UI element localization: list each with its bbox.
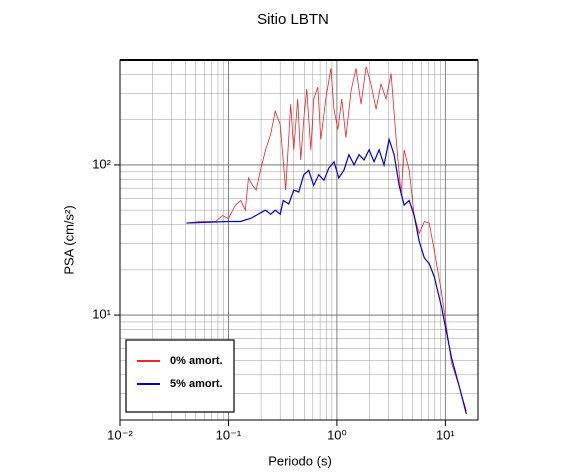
x-tick-label: 10⁻¹ [216,427,242,442]
chart-title: Sitio LBTN [257,11,329,28]
data-line [186,66,467,412]
data-line [186,137,467,414]
y-tick-label: 10¹ [92,307,111,322]
y-tick-label: 10² [92,156,111,171]
x-tick-label: 10¹ [436,427,455,442]
x-axis-label: Periodo (s) [268,453,332,468]
legend-label: 0% amort. [170,355,223,367]
y-axis-label: PSA (cm/s²) [61,205,76,274]
x-tick-label: 10⁰ [327,427,347,442]
legend-box [125,339,235,413]
x-tick-label: 10⁻² [107,427,133,442]
legend-label: 5% amort. [170,378,223,390]
